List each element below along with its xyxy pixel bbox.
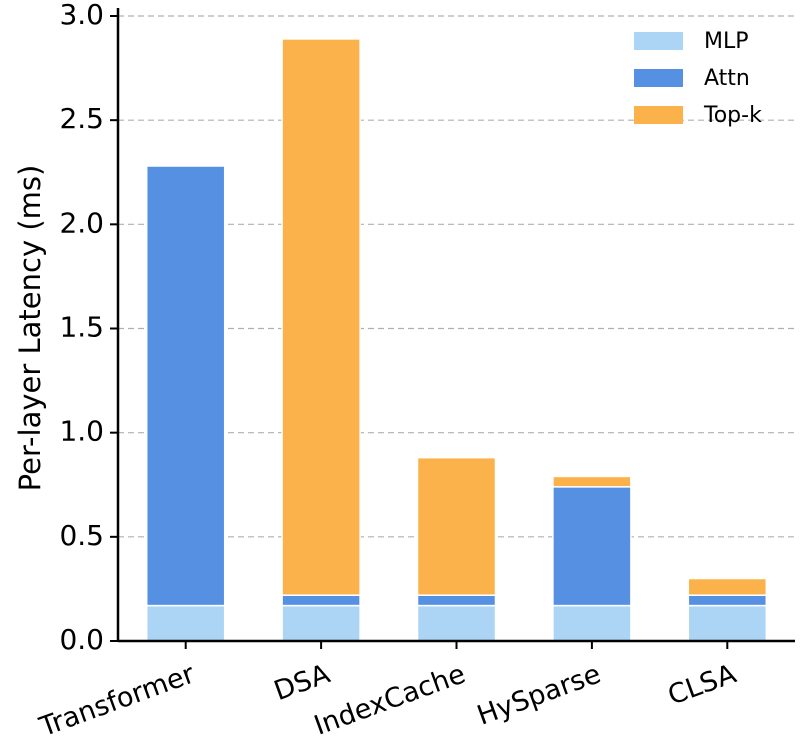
bar-segment	[416, 456, 497, 596]
x-tick-label: IndexCache	[310, 658, 469, 741]
bar-segment	[552, 604, 632, 642]
x-tick-label: Transformer	[35, 658, 200, 743]
y-tick-label: 2.5	[59, 102, 104, 135]
bar-segment	[687, 594, 768, 607]
y-tick-label: 1.5	[59, 311, 104, 344]
legend-label: MLP	[704, 29, 749, 54]
bar-segment	[145, 165, 226, 607]
x-tick-label: DSA	[270, 658, 335, 707]
y-tick-label: 0.5	[59, 519, 104, 552]
bar-segment	[687, 604, 768, 642]
bar-segment	[281, 38, 361, 596]
y-tick-label: 2.0	[59, 206, 104, 239]
legend-swatch	[634, 32, 683, 50]
legend-swatch	[634, 106, 683, 124]
y-axis-label: Per-layer Latency (ms)	[13, 165, 47, 492]
bar-segment	[552, 475, 632, 488]
legend-label: Attn	[704, 66, 750, 91]
legend-label: Top-k	[703, 103, 762, 128]
bar-segment	[281, 594, 361, 607]
bar-segment	[281, 604, 361, 642]
bar-segment	[552, 486, 632, 607]
y-tick-label: 3.0	[59, 0, 104, 31]
x-tick-label: CLSA	[664, 658, 741, 711]
bar-segment	[145, 604, 226, 642]
legend-swatch	[634, 69, 683, 87]
y-tick-label: 1.0	[59, 415, 104, 448]
y-tick-label: 0.0	[59, 623, 104, 656]
bar-segment	[416, 604, 497, 642]
bar-segment	[416, 594, 497, 607]
x-tick-label: HySparse	[473, 658, 605, 731]
bar-segment	[687, 577, 768, 596]
